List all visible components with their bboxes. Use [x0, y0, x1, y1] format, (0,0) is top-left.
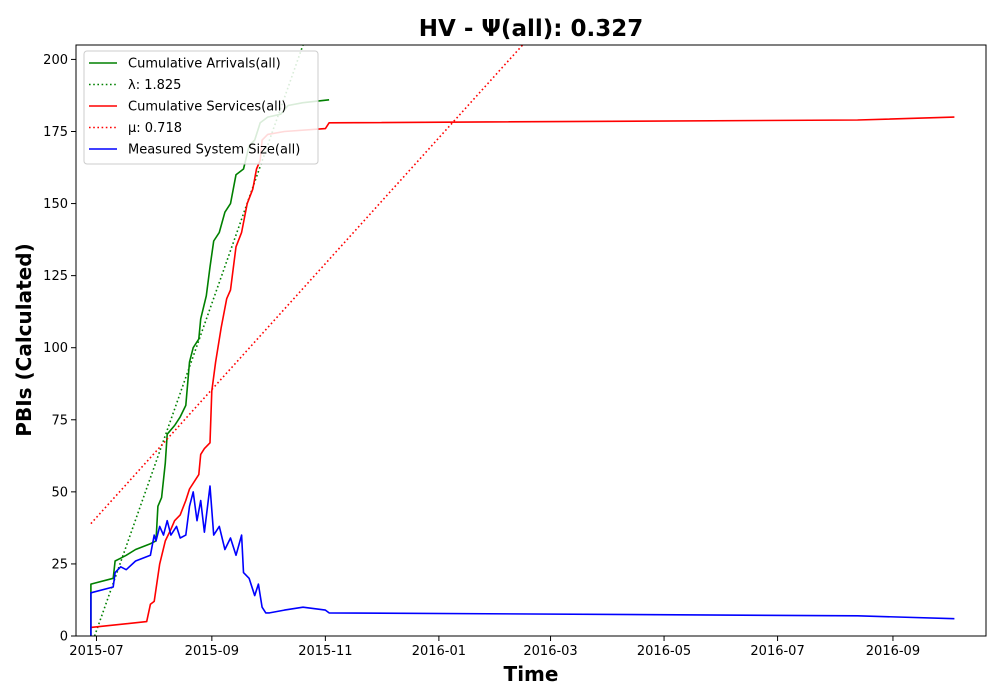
- x-tick-label: 2016-09: [866, 644, 920, 659]
- plot-frame: [75, 44, 987, 637]
- x-tick-label: 2016-01: [412, 644, 466, 659]
- y-tick-label: 75: [51, 413, 68, 428]
- legend-label: λ: 1.825: [128, 78, 181, 93]
- y-tick-label: 200: [43, 53, 68, 68]
- legend-label: μ: 0.718: [128, 121, 182, 136]
- x-tick-label: 2016-03: [523, 644, 577, 659]
- legend: Cumulative Arrivals(all) λ: 1.825 Cumulati…: [83, 50, 319, 165]
- y-axis-label: PBIs (Calculated): [12, 243, 36, 436]
- x-axis-ticks: 2015-07 2015-09 2015-11 2016-01 2016-03 2016-…: [69, 636, 920, 659]
- y-tick-label: 0: [60, 630, 68, 645]
- y-tick-label: 175: [43, 125, 68, 140]
- legend-label: Measured System Size(all): [128, 143, 300, 158]
- x-tick-label: 2015-07: [69, 644, 123, 659]
- legend-box: [83, 50, 319, 165]
- legend-label: Cumulative Services(all): [128, 100, 286, 115]
- series-line-1: [90, 99, 330, 636]
- x-tick-label: 2015-11: [298, 644, 352, 659]
- y-tick-label: 125: [43, 269, 68, 284]
- x-tick-label: 2016-05: [637, 644, 691, 659]
- y-tick-label: 150: [43, 197, 68, 212]
- x-tick-label: 2016-07: [750, 644, 804, 659]
- series-line-5: [90, 485, 955, 636]
- y-tick-label: 50: [51, 485, 68, 500]
- y-tick-label: 100: [43, 341, 68, 356]
- legend-label: Cumulative Arrivals(all): [128, 57, 281, 72]
- chart-title: HV - Ψ(all): 0.327: [419, 16, 643, 42]
- y-tick-label: 25: [51, 557, 68, 572]
- x-axis-label: Time: [504, 662, 559, 686]
- x-tick-label: 2015-09: [185, 644, 239, 659]
- y-axis-ticks: 0 25 50 75 100 125 150 175 200: [43, 53, 76, 645]
- series-line-3: [90, 116, 955, 629]
